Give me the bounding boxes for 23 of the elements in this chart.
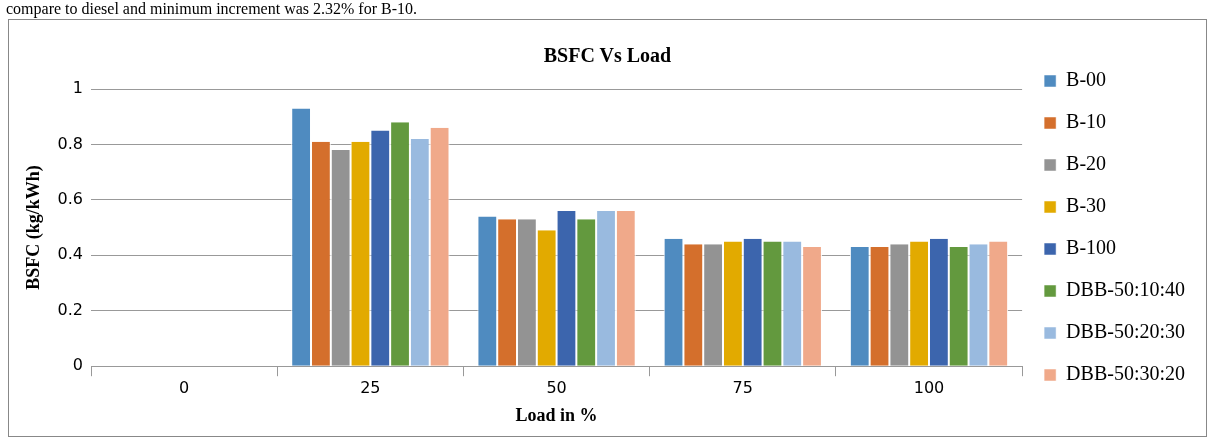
chart-title: BSFC Vs Load [543, 44, 672, 67]
x-tick-label: 100 [913, 377, 945, 397]
x-tick-label: 50 [546, 377, 567, 397]
legend-label: B-30 [1066, 194, 1107, 217]
legend-label: B-100 [1066, 236, 1117, 259]
y-tick-label: 0.2 [57, 299, 84, 319]
y-tick-label: 0.8 [57, 133, 84, 153]
y-tick-label: 0 [72, 355, 84, 375]
y-tick-label: 1 [72, 78, 84, 98]
x-axis-title: Load in % [515, 404, 598, 425]
x-tick-label: 25 [360, 377, 381, 397]
y-tick-label: 0.6 [57, 189, 84, 209]
legend-label: B-20 [1066, 152, 1107, 175]
legend-label: B-00 [1066, 68, 1107, 91]
legend-label: B-10 [1066, 110, 1107, 133]
y-axis-title: BSFC (kg/kWh) [23, 165, 45, 290]
x-tick-label: 75 [732, 377, 753, 397]
x-tick-label: 0 [179, 377, 190, 397]
text: compare to diesel and minimum increment was 2.32% for B-10. [6, 0, 418, 18]
y-tick-label: 0.4 [57, 244, 84, 264]
legend-label: DBB-50:10:40 [1066, 278, 1186, 301]
legend-label: DBB-50:30:20 [1066, 362, 1186, 385]
legend-label: DBB-50:20:30 [1066, 320, 1186, 343]
